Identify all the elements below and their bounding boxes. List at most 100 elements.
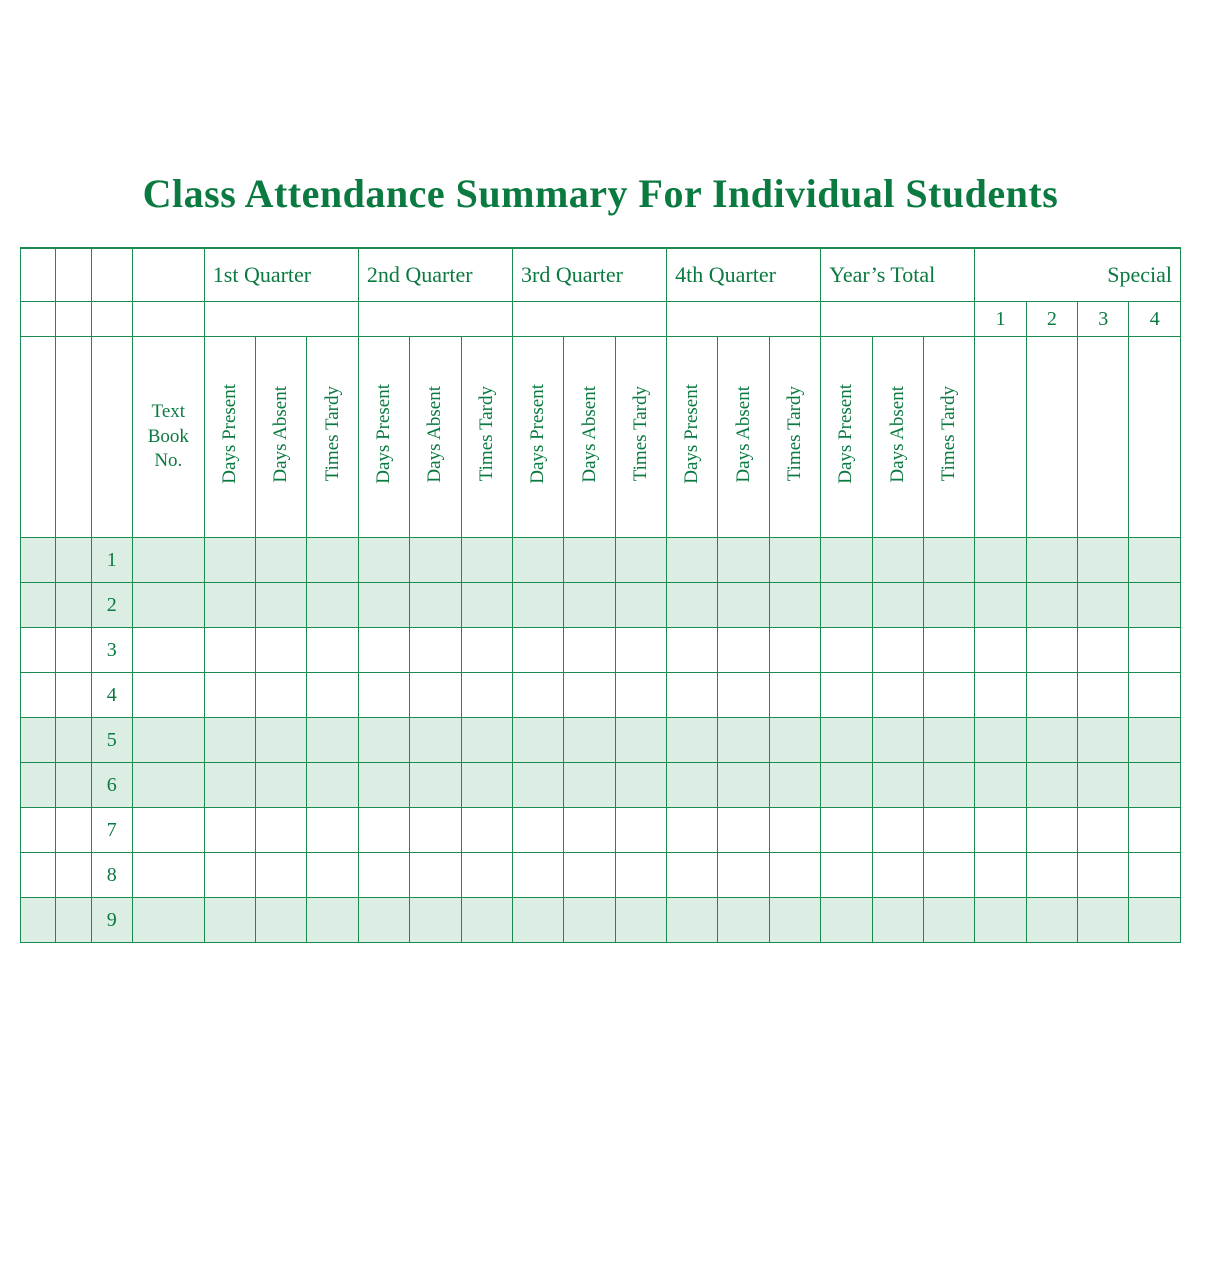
cell	[1026, 718, 1077, 763]
group-q1: 1st Quarter	[204, 248, 358, 302]
table-row: 8	[21, 853, 1181, 898]
cell	[410, 898, 461, 943]
cell	[204, 583, 255, 628]
cell	[358, 538, 409, 583]
cell	[256, 808, 307, 853]
cell	[1129, 808, 1181, 853]
group-year: Year’s Total	[821, 248, 975, 302]
cell	[923, 853, 974, 898]
cell	[615, 808, 666, 853]
cell	[975, 763, 1026, 808]
cell	[256, 538, 307, 583]
q1-present: Days Present	[204, 337, 255, 538]
cell	[307, 718, 358, 763]
cell	[56, 898, 91, 943]
table-row: 7	[21, 808, 1181, 853]
q1-absent: Days Absent	[256, 337, 307, 538]
cell	[204, 898, 255, 943]
cell	[204, 853, 255, 898]
cell	[564, 808, 615, 853]
cell	[872, 898, 923, 943]
cell	[718, 898, 769, 943]
cell	[256, 718, 307, 763]
cell	[21, 628, 56, 673]
cell	[358, 718, 409, 763]
row-number: 8	[91, 853, 132, 898]
cell	[769, 583, 820, 628]
cell	[667, 673, 718, 718]
row-number: 2	[91, 583, 132, 628]
cell	[461, 538, 512, 583]
cell	[132, 898, 204, 943]
cell	[872, 538, 923, 583]
cell	[307, 808, 358, 853]
cell	[1078, 853, 1129, 898]
cell	[513, 763, 564, 808]
row-number: 4	[91, 673, 132, 718]
cell	[718, 628, 769, 673]
cell	[821, 673, 872, 718]
cell	[1129, 718, 1181, 763]
cell	[513, 673, 564, 718]
cell	[307, 898, 358, 943]
cell	[513, 853, 564, 898]
cell	[872, 808, 923, 853]
cell	[410, 718, 461, 763]
cell	[923, 898, 974, 943]
cell	[1026, 853, 1077, 898]
cell	[923, 583, 974, 628]
group-q3: 3rd Quarter	[513, 248, 667, 302]
cell	[358, 673, 409, 718]
cell	[667, 538, 718, 583]
cell	[821, 538, 872, 583]
cell	[204, 808, 255, 853]
yr-present: Days Present	[821, 337, 872, 538]
cell	[1078, 808, 1129, 853]
cell	[769, 898, 820, 943]
cell	[513, 808, 564, 853]
cell	[564, 763, 615, 808]
table-row: 3	[21, 628, 1181, 673]
cell	[358, 583, 409, 628]
cell	[1026, 628, 1077, 673]
cell	[410, 538, 461, 583]
q3-present: Days Present	[513, 337, 564, 538]
cell	[1129, 538, 1181, 583]
special-1: 1	[975, 302, 1026, 337]
cell	[615, 583, 666, 628]
cell	[975, 673, 1026, 718]
cell	[56, 673, 91, 718]
cell	[21, 898, 56, 943]
cell	[1078, 628, 1129, 673]
cell	[667, 583, 718, 628]
cell	[872, 853, 923, 898]
cell	[1078, 673, 1129, 718]
cell	[564, 898, 615, 943]
cell	[132, 673, 204, 718]
cell	[56, 853, 91, 898]
row-number: 9	[91, 898, 132, 943]
cell	[513, 538, 564, 583]
q3-tardy: Times Tardy	[615, 337, 666, 538]
row-number: 5	[91, 718, 132, 763]
cell	[256, 673, 307, 718]
cell	[132, 583, 204, 628]
cell	[204, 628, 255, 673]
cell	[256, 853, 307, 898]
row-number: 7	[91, 808, 132, 853]
cell	[718, 718, 769, 763]
cell	[358, 628, 409, 673]
cell	[769, 808, 820, 853]
cell	[461, 673, 512, 718]
cell	[975, 898, 1026, 943]
cell	[461, 808, 512, 853]
group-special: Special	[975, 248, 1181, 302]
yr-tardy: Times Tardy	[923, 337, 974, 538]
table-row: 5	[21, 718, 1181, 763]
cell	[358, 763, 409, 808]
cell	[1129, 853, 1181, 898]
cell	[821, 898, 872, 943]
group-q4: 4th Quarter	[667, 248, 821, 302]
cell	[975, 538, 1026, 583]
cell	[307, 673, 358, 718]
